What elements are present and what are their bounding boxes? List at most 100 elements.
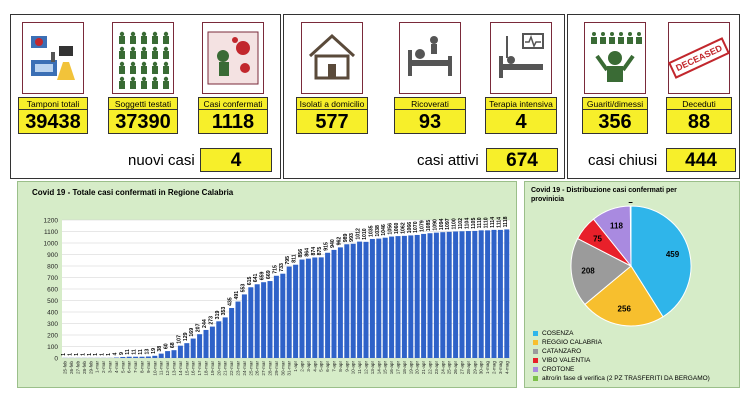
bar bbox=[414, 234, 420, 358]
x-tick-label: 9-apr bbox=[344, 361, 349, 372]
bar-data-label: 1090 bbox=[432, 219, 438, 231]
bar bbox=[305, 258, 311, 358]
bar-data-label: 1046 bbox=[381, 224, 387, 236]
x-tick-label: 10-apr bbox=[351, 361, 356, 375]
casi-chiusi-label: casi chiusi bbox=[588, 152, 658, 169]
bar bbox=[325, 252, 331, 358]
bar-data-label: 1 bbox=[74, 353, 80, 356]
x-tick-label: 7-apr bbox=[332, 361, 337, 372]
bar bbox=[267, 281, 273, 358]
bar-data-label: 1012 bbox=[356, 228, 362, 240]
y-tick-label: 400 bbox=[47, 310, 58, 317]
bar-data-label: 1060 bbox=[394, 222, 400, 234]
tile-label: Casi confermati bbox=[198, 97, 268, 110]
tile-value: 37390 bbox=[108, 110, 178, 134]
casi-attivi-value: 674 bbox=[486, 148, 558, 172]
x-tick-label: 4-mag bbox=[504, 361, 509, 374]
legend-label: altro/in fase di verifica (2 PZ TRASFERI… bbox=[542, 375, 710, 382]
x-tick-label: 20-mar bbox=[216, 361, 221, 376]
icu-icon bbox=[490, 22, 552, 94]
x-tick-label: 3-mar bbox=[108, 361, 113, 373]
bar-data-label: 11 bbox=[132, 349, 138, 355]
x-tick-label: 17-mar bbox=[197, 361, 202, 376]
x-tick-label: 28-feb bbox=[82, 361, 87, 374]
bar bbox=[203, 329, 209, 358]
x-tick-label: 1-mar bbox=[95, 361, 100, 373]
people-icon bbox=[112, 22, 174, 94]
bar-data-label: 169 bbox=[189, 328, 195, 337]
house-icon bbox=[301, 22, 363, 94]
x-tick-label: 7-mar bbox=[133, 361, 138, 373]
bar-data-label: 435 bbox=[228, 297, 234, 306]
bar-chart-title: Covid 19 - Totale casi confermati in Reg… bbox=[32, 188, 234, 197]
pie-slice-label: 118 bbox=[610, 221, 623, 230]
bar-data-label: 319 bbox=[215, 311, 221, 320]
bar bbox=[453, 231, 459, 358]
x-tick-label: 3-apr bbox=[306, 361, 311, 372]
legend-label: VIBO VALENTIA bbox=[542, 357, 591, 364]
bar-data-label: 1100 bbox=[452, 218, 458, 229]
bar bbox=[504, 229, 510, 358]
tile-value: 93 bbox=[394, 110, 466, 134]
x-tick-label: 12-mar bbox=[165, 361, 170, 376]
bar-data-label: 1085 bbox=[426, 220, 432, 232]
tile-label: Soggetti testati bbox=[108, 97, 178, 110]
bar bbox=[126, 356, 132, 358]
tile-value: 577 bbox=[296, 110, 368, 134]
y-tick-label: 1200 bbox=[44, 218, 59, 225]
bar bbox=[433, 232, 439, 358]
bar-data-label: 1010 bbox=[362, 228, 368, 240]
tile-guariti-dimessi: Guariti/dimessi 356 bbox=[582, 22, 648, 137]
bar-data-label: 795 bbox=[285, 256, 291, 265]
x-tick-label: 30-mar bbox=[280, 361, 285, 376]
bar bbox=[165, 351, 171, 358]
x-tick-label: 31-mar bbox=[287, 361, 292, 376]
bar-data-label: 38 bbox=[157, 346, 163, 352]
bar bbox=[293, 264, 299, 358]
x-tick-label: 15-mar bbox=[184, 361, 189, 376]
bar-data-label: 1104 bbox=[464, 218, 470, 229]
bar bbox=[497, 229, 503, 358]
x-tick-label: 25-mar bbox=[248, 361, 253, 376]
pie-slice bbox=[629, 205, 632, 267]
legend-label: CATANZARO bbox=[542, 348, 582, 355]
x-tick-label: 27-mar bbox=[261, 361, 266, 376]
x-tick-label: 29-apr bbox=[472, 361, 477, 375]
bar bbox=[248, 287, 254, 358]
bar bbox=[286, 266, 292, 358]
pie-chart-title: Covid 19 - Distribuzione casi confermati… bbox=[531, 187, 677, 203]
bar-data-label: 4 bbox=[112, 353, 118, 356]
bar bbox=[190, 338, 196, 358]
x-tick-label: 3-mag bbox=[498, 361, 503, 374]
tile-label: Isolati a domicilio bbox=[296, 97, 368, 110]
bar-data-label: 874 bbox=[311, 247, 317, 256]
x-tick-label: 13-mar bbox=[172, 361, 177, 376]
bar bbox=[421, 233, 427, 358]
x-tick-label: 25-apr bbox=[447, 361, 452, 375]
bar bbox=[235, 301, 241, 358]
bar bbox=[337, 247, 343, 358]
x-tick-label: 11-apr bbox=[357, 361, 362, 374]
y-tick-label: 500 bbox=[47, 298, 58, 305]
x-tick-label: 10-mar bbox=[152, 361, 157, 376]
bar-data-label: 19 bbox=[151, 348, 157, 354]
bar-data-label: 875 bbox=[317, 247, 323, 256]
bar-data-label: 1114 bbox=[490, 217, 496, 228]
tile-label: Tamponi totali bbox=[18, 97, 88, 110]
bar-data-label: 1102 bbox=[458, 218, 464, 229]
bar-data-label: 1094 bbox=[439, 219, 445, 231]
x-tick-label: 26-apr bbox=[453, 361, 458, 375]
bar bbox=[139, 356, 145, 358]
x-tick-label: 22-mar bbox=[229, 361, 234, 376]
bar bbox=[152, 355, 158, 358]
bar-data-label: 273 bbox=[208, 316, 214, 325]
bar-data-label: 207 bbox=[196, 323, 202, 332]
x-tick-label: 27-feb bbox=[76, 361, 81, 374]
bar-data-label: 1 bbox=[100, 353, 106, 356]
deceased-stamp-icon: DECEASED bbox=[668, 22, 731, 94]
x-tick-label: 8-apr bbox=[338, 361, 343, 372]
pie-chart: 459 256 208 75 118 2 bbox=[570, 202, 692, 327]
tile-terapia-intensiva: Terapia intensiva 4 bbox=[485, 22, 557, 137]
bar bbox=[241, 294, 247, 358]
tile-soggetti-testati: Soggetti testati 37390 bbox=[108, 22, 178, 137]
